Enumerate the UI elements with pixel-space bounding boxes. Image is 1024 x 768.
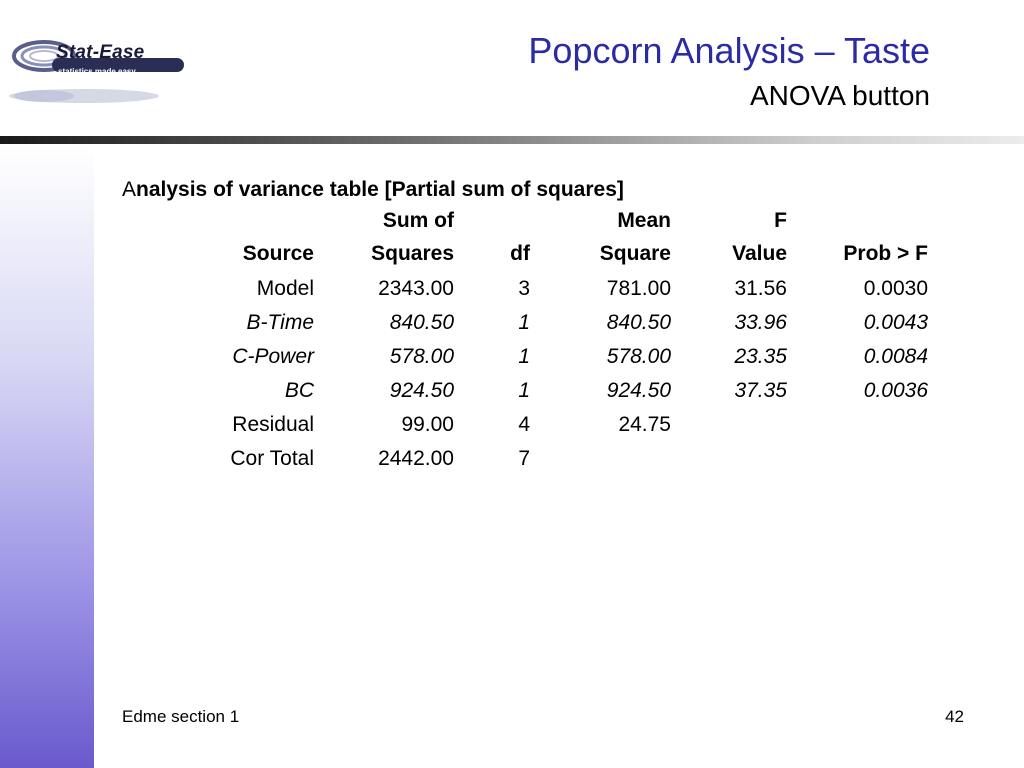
table-row: Cor Total 2442.00 7 xyxy=(122,442,928,476)
page-number: 42 xyxy=(945,707,964,727)
caption-first-letter: A xyxy=(122,178,136,201)
df-cell: 3 xyxy=(454,272,530,306)
header-cell: F xyxy=(671,206,787,236)
sum-of-squares-cell: 578.00 xyxy=(314,340,454,374)
logo-wordmark: Stat-Ease xyxy=(56,42,144,64)
header-cell xyxy=(787,206,928,236)
caption-text: nalysis of variance table [Partial sum o… xyxy=(136,178,624,201)
p-value-cell xyxy=(787,442,928,476)
header-row-1: Sum of Mean F xyxy=(122,206,928,236)
f-value-cell xyxy=(671,408,787,442)
stat-ease-logo: Stat-Ease statistics made easy xyxy=(4,36,194,110)
header-cell: df xyxy=(454,236,530,272)
footer-section-label: Edme section 1 xyxy=(122,707,239,727)
sum-of-squares-cell: 840.50 xyxy=(314,306,454,340)
mean-square-cell: 924.50 xyxy=(530,374,671,408)
df-cell: 7 xyxy=(454,442,530,476)
source-cell: C-Power xyxy=(122,340,314,374)
mean-square-cell: 24.75 xyxy=(530,408,671,442)
header-row-2: Source Squares df Square Value Prob > F xyxy=(122,236,928,272)
table-row: BC 924.50 1 924.50 37.35 0.0036 xyxy=(122,374,928,408)
sum-of-squares-cell: 99.00 xyxy=(314,408,454,442)
mean-square-cell: 578.00 xyxy=(530,340,671,374)
anova-table: Sum of Mean F Source Squares df Square V… xyxy=(122,206,928,476)
p-value-cell: 0.0084 xyxy=(787,340,928,374)
header-cell: Squares xyxy=(314,236,454,272)
sum-of-squares-cell: 924.50 xyxy=(314,374,454,408)
header-cell xyxy=(454,206,530,236)
mean-square-cell: 840.50 xyxy=(530,306,671,340)
table-caption: Analysis of variance table [Partial sum … xyxy=(122,178,624,202)
table-row: Residual 99.00 4 24.75 xyxy=(122,408,928,442)
df-cell: 1 xyxy=(454,306,530,340)
header-cell: Source xyxy=(122,236,314,272)
df-cell: 4 xyxy=(454,408,530,442)
df-cell: 1 xyxy=(454,340,530,374)
table-row: C-Power 578.00 1 578.00 23.35 0.0084 xyxy=(122,340,928,374)
p-value-cell: 0.0030 xyxy=(787,272,928,306)
header-cell: Prob > F xyxy=(787,236,928,272)
p-value-cell: 0.0043 xyxy=(787,306,928,340)
header-cell: Square xyxy=(530,236,671,272)
f-value-cell: 37.35 xyxy=(671,374,787,408)
table-row: B-Time 840.50 1 840.50 33.96 0.0043 xyxy=(122,306,928,340)
header-cell: Sum of xyxy=(314,206,454,236)
source-cell: Residual xyxy=(122,408,314,442)
mean-square-cell xyxy=(530,442,671,476)
header-divider xyxy=(0,136,1024,144)
header-cell: Value xyxy=(671,236,787,272)
slide-title: Popcorn Analysis – Taste xyxy=(528,30,930,72)
sum-of-squares-cell: 2442.00 xyxy=(314,442,454,476)
slide-subtitle: ANOVA button xyxy=(750,80,930,112)
header-cell xyxy=(122,206,314,236)
p-value-cell: 0.0036 xyxy=(787,374,928,408)
source-cell: Cor Total xyxy=(122,442,314,476)
mean-square-cell: 781.00 xyxy=(530,272,671,306)
table-row: Model 2343.00 3 781.00 31.56 0.0030 xyxy=(122,272,928,306)
p-value-cell xyxy=(787,408,928,442)
header-cell: Mean xyxy=(530,206,671,236)
f-value-cell xyxy=(671,442,787,476)
f-value-cell: 23.35 xyxy=(671,340,787,374)
f-value-cell: 33.96 xyxy=(671,306,787,340)
sum-of-squares-cell: 2343.00 xyxy=(314,272,454,306)
df-cell: 1 xyxy=(454,374,530,408)
source-cell: Model xyxy=(122,272,314,306)
source-cell: B-Time xyxy=(122,306,314,340)
source-cell: BC xyxy=(122,374,314,408)
left-gradient-band xyxy=(0,146,94,768)
logo-tagline: statistics made easy xyxy=(58,67,136,76)
f-value-cell: 31.56 xyxy=(671,272,787,306)
